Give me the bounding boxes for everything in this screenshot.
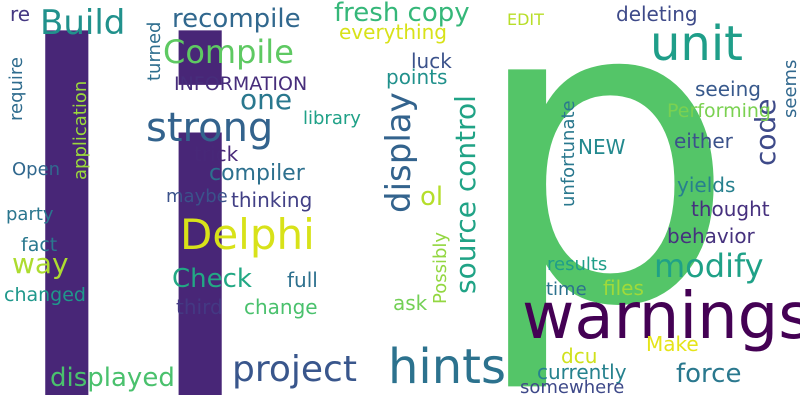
word-compiler: compiler <box>209 161 305 186</box>
word-library: library <box>303 108 361 129</box>
word-somewhere: somewhere <box>520 377 625 398</box>
word-currently: currently <box>537 360 627 384</box>
word-application: application <box>70 80 91 180</box>
word-trick: trick <box>194 142 239 166</box>
word-behavior: behavior <box>667 224 755 248</box>
word-yields: yields <box>677 173 736 197</box>
word-thought: thought <box>691 197 770 221</box>
word-compile: Compile <box>163 33 294 71</box>
word-possibly: Possibly <box>430 231 451 304</box>
word-build: Build <box>40 3 126 43</box>
word-fresh-copy: fresh copy <box>334 0 470 28</box>
word-one: one <box>240 83 293 116</box>
word-dcu: dcu <box>561 344 598 368</box>
word-time: time <box>546 279 587 300</box>
word-results: results <box>547 254 608 275</box>
word-fact: fact <box>21 234 58 256</box>
word-open: Open <box>12 159 61 180</box>
word-ask: ask <box>393 291 428 315</box>
word-display: display <box>379 92 419 213</box>
word-force: force <box>676 359 742 389</box>
word-warnings: warnings <box>522 280 800 354</box>
word-strong: strong <box>146 105 274 151</box>
word-seeing: seeing <box>695 77 761 101</box>
word-changed: changed <box>4 284 86 306</box>
word-seems: seems <box>780 59 800 118</box>
word-source-control: source control <box>449 95 482 294</box>
word-new: NEW <box>578 135 626 159</box>
word-turned: turned <box>144 21 165 81</box>
word-maybe: maybe <box>166 186 228 207</box>
word-files: files <box>603 276 644 300</box>
word-modify: modify <box>654 247 764 285</box>
word-recompile: recompile <box>172 4 301 34</box>
word-change: change <box>244 295 318 319</box>
word-either: either <box>674 129 733 153</box>
word-party: party <box>6 204 54 225</box>
word-points: points <box>386 65 448 89</box>
word-displayed: displayed <box>50 363 175 393</box>
word-unfortunate: unfortunate <box>558 100 579 207</box>
word-full: full <box>287 268 318 292</box>
word-information: INFORMATION <box>174 73 308 95</box>
word-check: Check <box>172 264 252 294</box>
word-require: require <box>6 57 27 121</box>
word-make: Make <box>646 332 699 356</box>
word-hints: hints <box>388 339 507 395</box>
word-project: project <box>232 349 357 390</box>
word-delphi: Delphi <box>180 210 315 259</box>
word-everything: everything <box>339 20 447 44</box>
word-deleting: deleting <box>616 2 698 26</box>
word-p: p <box>470 0 737 399</box>
word-thinking: thinking <box>231 188 313 212</box>
word-li: li <box>0 0 267 400</box>
word-unit: unit <box>650 16 743 72</box>
word-third: third <box>176 295 223 319</box>
word-ol: ol <box>420 182 444 212</box>
word-re: re <box>10 2 31 26</box>
word-luck: luck <box>411 49 452 73</box>
word-performing: Performing <box>667 100 771 122</box>
word-edit: EDIT <box>507 10 544 29</box>
word-way: way <box>12 247 69 280</box>
